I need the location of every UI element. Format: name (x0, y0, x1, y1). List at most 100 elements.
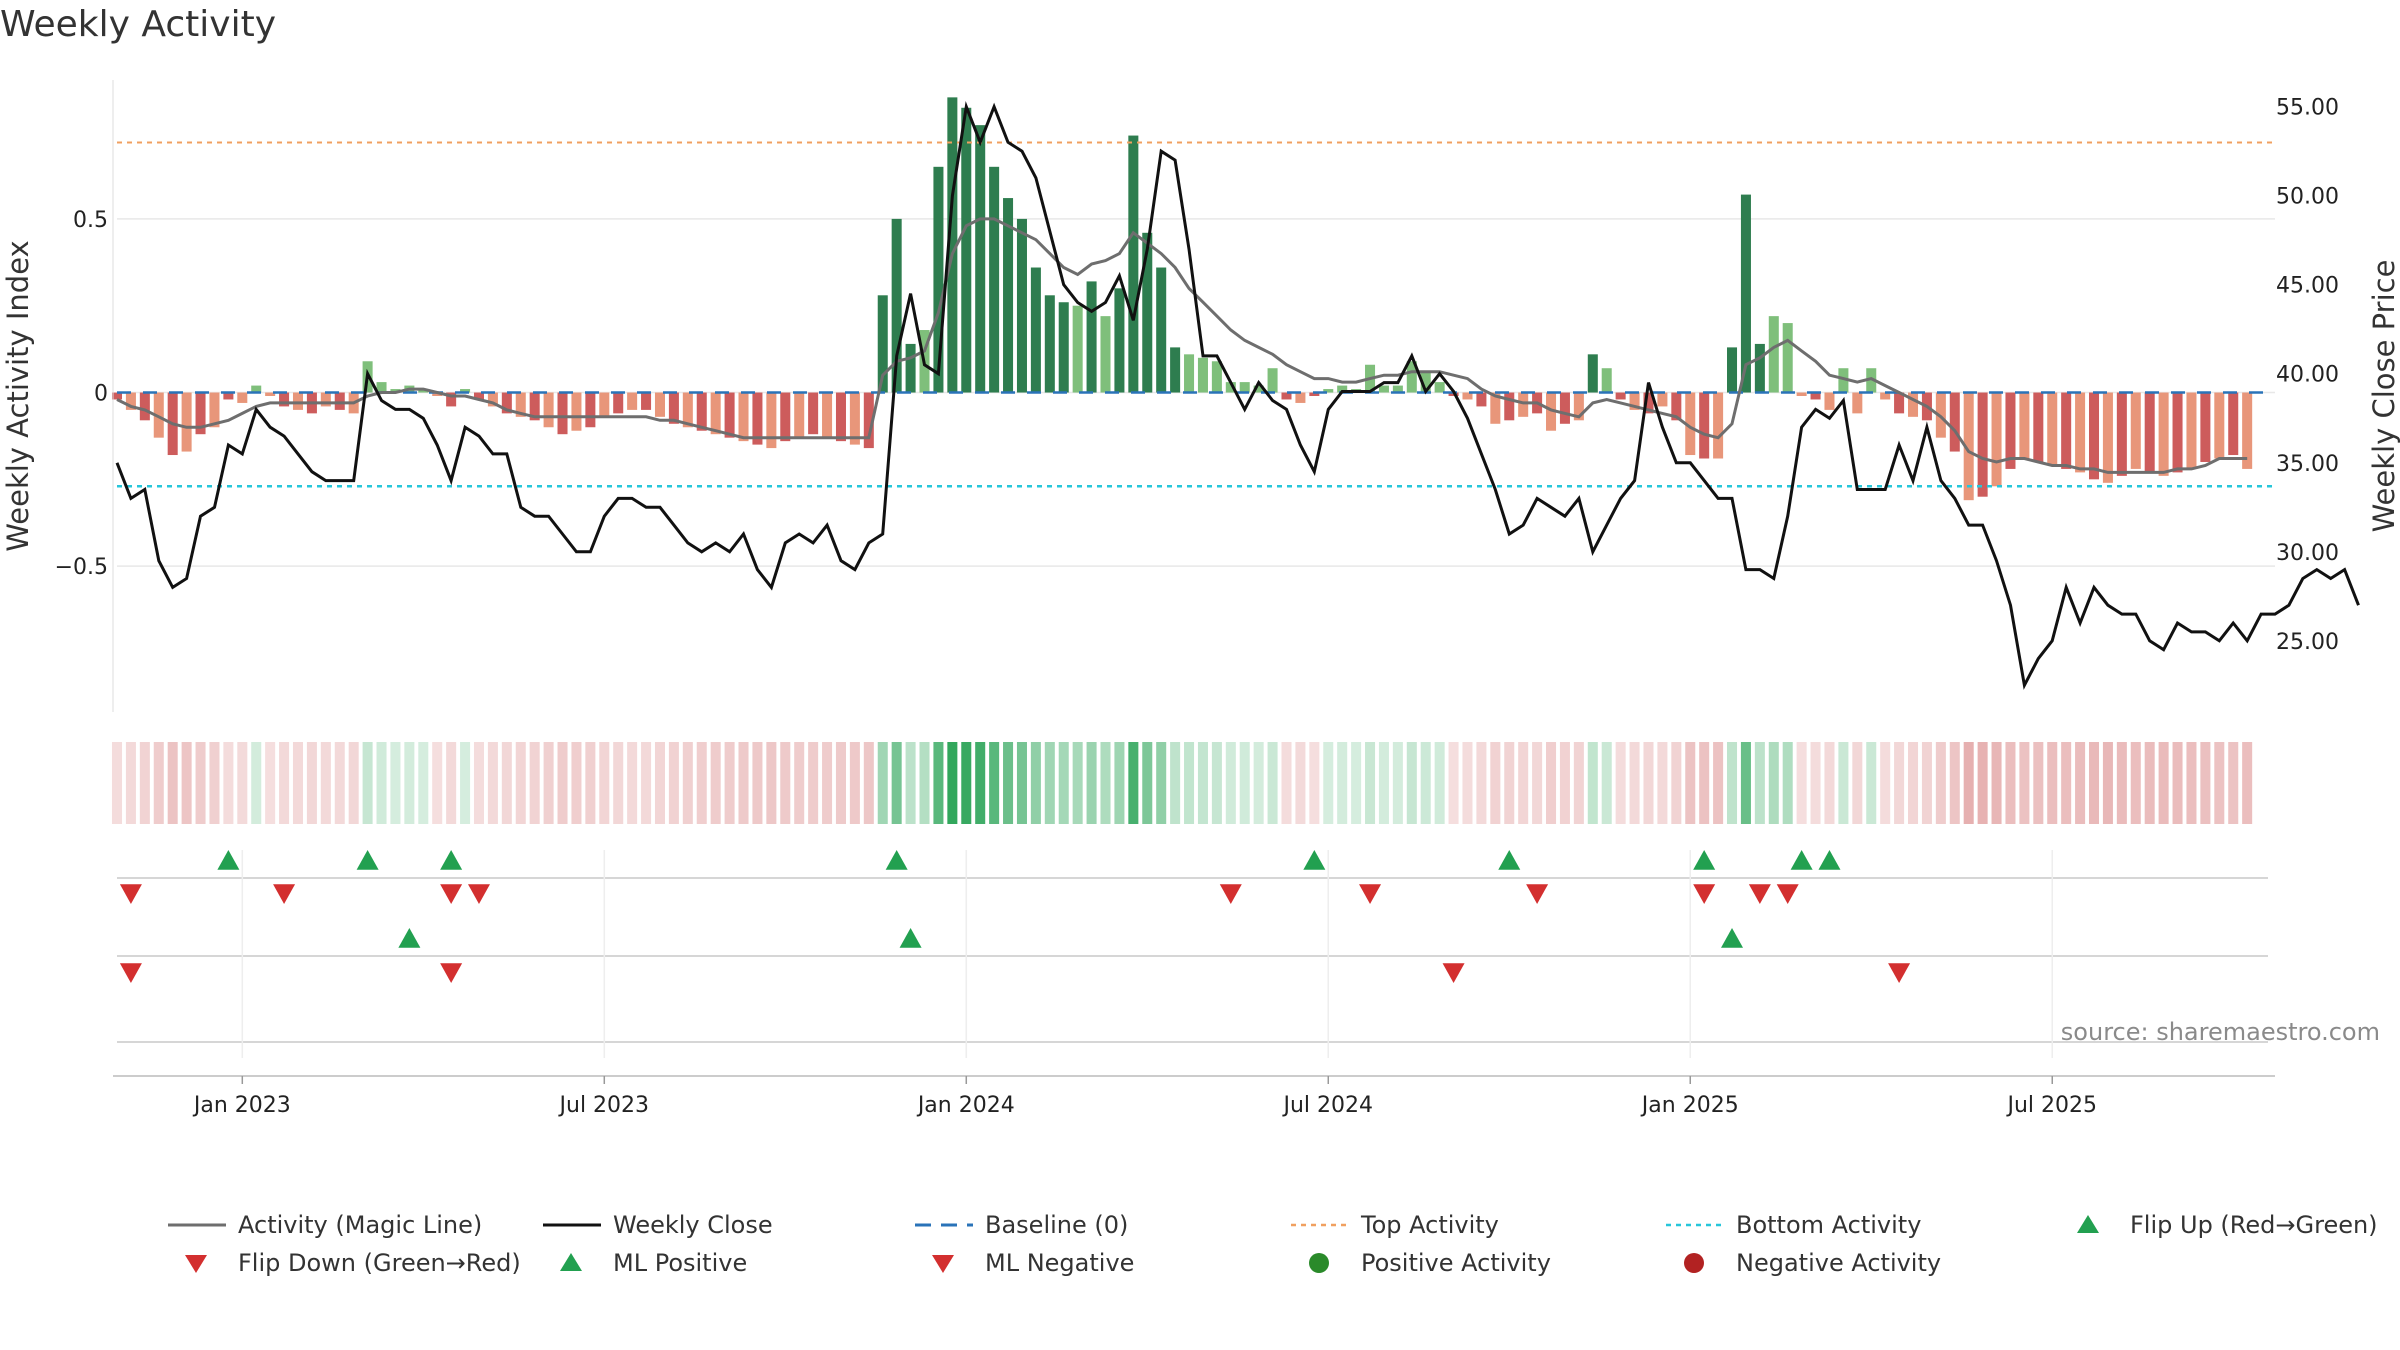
flip-down-marker (1748, 884, 1771, 904)
heat-cell (835, 742, 846, 824)
heat-cell (641, 742, 652, 824)
activity-bar (139, 392, 150, 421)
legend: Activity (Magic Line) Weekly Close Baselin… (168, 1211, 2378, 1277)
heat-cell (1448, 742, 1459, 824)
activity-bar (1225, 382, 1236, 393)
activity-bar (571, 392, 582, 431)
heat-cell (2061, 742, 2072, 824)
heat-cell (1754, 742, 1765, 824)
heat-cell (1810, 742, 1821, 824)
heat-cell (738, 742, 749, 824)
activity-bar (1142, 232, 1153, 393)
activity-bar (2242, 392, 2253, 469)
legend-label: Bottom Activity (1736, 1211, 1921, 1239)
heat-cell (223, 742, 234, 824)
heat-cell (1114, 742, 1125, 824)
heat-cell (348, 742, 359, 824)
x-axis-ticks: Jan 2023 Jul 2023 Jan 2024 Jul 2024 Jan 2025… (113, 1075, 2275, 1118)
legend-item-posact: Positive Activity (1309, 1249, 1551, 1277)
heat-cell (1420, 742, 1431, 824)
heat-cell (251, 742, 262, 824)
activity-bar (1866, 368, 1877, 393)
heat-cell (919, 742, 930, 824)
legend-label: ML Positive (613, 1249, 747, 1277)
heat-cell (1657, 742, 1668, 824)
ml-negative-marker (119, 963, 142, 983)
activity-bar (585, 392, 596, 428)
activity-bar (1211, 361, 1222, 393)
heat-cell (2186, 742, 2197, 824)
activity-bar (1323, 389, 1334, 393)
heat-cell (599, 742, 610, 824)
legend-item-flipdown: Flip Down (Green→Red) (185, 1249, 521, 1277)
heat-cell (362, 742, 373, 824)
heat-cell (766, 742, 777, 824)
legend-label: Weekly Close (613, 1211, 773, 1239)
activity-bar (376, 382, 387, 393)
activity-bar (1100, 316, 1111, 393)
activity-bar (766, 392, 777, 449)
legend-label: Flip Down (Green→Red) (238, 1249, 521, 1277)
heat-cell (1727, 742, 1738, 824)
activity-bar (1378, 385, 1389, 393)
activity-bar (1462, 392, 1473, 400)
activity-bar (153, 392, 164, 438)
activity-bar (1504, 392, 1515, 421)
heat-cell (306, 742, 317, 824)
heat-cell (334, 742, 345, 824)
legend-item-negact: Negative Activity (1684, 1249, 1941, 1277)
flip-down-marker (273, 884, 296, 904)
y-left-tick-label: 0.5 (73, 208, 108, 233)
activity-bar (1977, 392, 1988, 497)
activity-bar (933, 166, 944, 393)
heat-cell (557, 742, 568, 824)
axes: 0.5 0 −0.5 55.00 50.00 45.00 40.00 35.00 30.00 25… (55, 80, 2339, 712)
legend-swatch (185, 1255, 207, 1273)
y-axis-left-label: Weekly Activity Index (1, 240, 35, 551)
flip-up-marker (217, 850, 240, 870)
chart-title: Weekly Activity (0, 4, 277, 45)
heat-cell (2130, 742, 2141, 824)
heat-cell (1963, 742, 1974, 824)
heat-cell (780, 742, 791, 824)
heat-cell (585, 742, 596, 824)
heat-cell (1949, 742, 1960, 824)
x-tick-label: Jan 2023 (192, 1093, 291, 1118)
activity-bar (1615, 392, 1626, 400)
legend-label: Top Activity (1360, 1211, 1499, 1239)
activity-bar (2214, 392, 2225, 459)
activity-bar (989, 166, 1000, 393)
activity-bar (905, 343, 916, 393)
activity-bar (1740, 194, 1751, 393)
legend-item-top: Top Activity (1291, 1211, 1499, 1239)
activity-bar (682, 392, 693, 428)
activity-bar (1420, 371, 1431, 393)
ml-positive-marker (398, 928, 421, 948)
heat-cell (1699, 742, 1710, 824)
activity-bar (125, 392, 136, 410)
activity-bar (2144, 392, 2155, 473)
heat-cell (1239, 742, 1250, 824)
activity-bar (1518, 392, 1529, 417)
heat-cell (1894, 742, 1905, 824)
heat-cell (571, 742, 582, 824)
activity-bar (1016, 218, 1027, 393)
activity-bar (863, 392, 874, 449)
heat-cell (1782, 742, 1793, 824)
activity-bar (1406, 361, 1417, 393)
heat-cell (933, 742, 944, 824)
heat-cell (1406, 742, 1417, 824)
heat-cell (1587, 742, 1598, 824)
legend-item-baseline: Baseline (0) (915, 1211, 1128, 1239)
flip-down-marker (1526, 884, 1549, 904)
heat-cell (1991, 742, 2002, 824)
activity-bar (1824, 392, 1835, 410)
y-right-tick-label: 25.00 (2276, 630, 2339, 655)
activity-bar (668, 392, 679, 424)
activity-bar (2130, 392, 2141, 469)
heat-cell (125, 742, 136, 824)
activity-bar (1629, 392, 1640, 410)
heat-cell (613, 742, 624, 824)
activity-bar (1643, 392, 1654, 414)
